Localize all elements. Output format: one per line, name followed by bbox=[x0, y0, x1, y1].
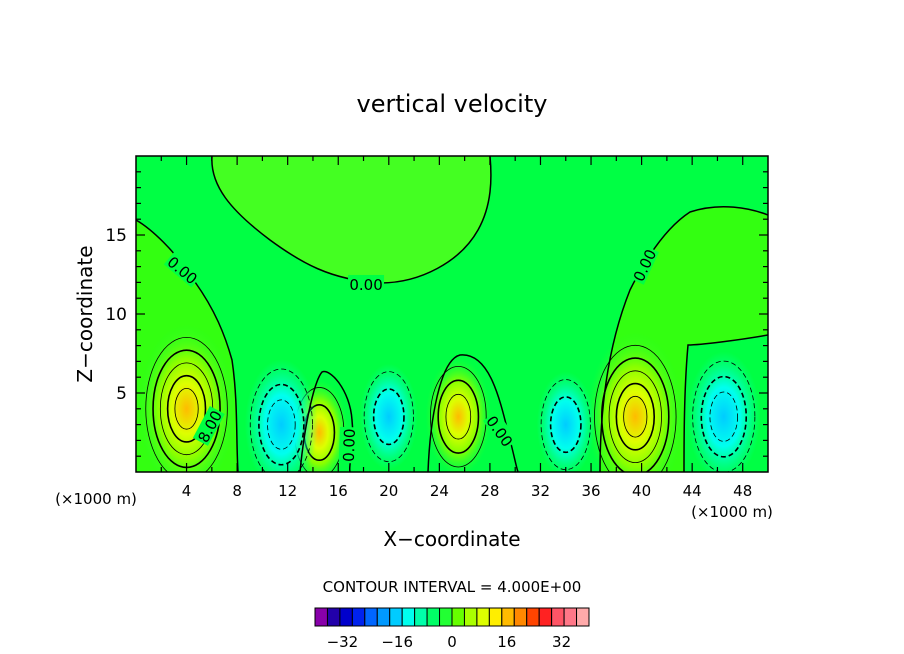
colorbar-swatch bbox=[439, 607, 453, 627]
colorbar-swatch bbox=[451, 607, 465, 627]
velocity-cell-3 bbox=[587, 332, 684, 472]
x-tick-label: 16 bbox=[329, 482, 348, 500]
svg-text:0.00: 0.00 bbox=[349, 276, 382, 294]
plot-area bbox=[136, 156, 768, 472]
x-tick-label: 40 bbox=[632, 482, 651, 500]
velocity-cell-4 bbox=[244, 359, 318, 472]
colorbar-swatch bbox=[314, 607, 328, 627]
contour-ring bbox=[249, 368, 313, 472]
x-tick-label: 48 bbox=[733, 482, 752, 500]
colorbar-tick-label: 32 bbox=[552, 633, 571, 651]
contour-ring bbox=[145, 337, 228, 472]
colorbar-swatch bbox=[513, 607, 528, 627]
contour-ring bbox=[709, 391, 738, 442]
svg-text:0.00: 0.00 bbox=[340, 428, 359, 462]
contour-ring bbox=[174, 387, 199, 430]
contour-ring bbox=[258, 383, 305, 466]
velocity-cell-7 bbox=[687, 351, 761, 472]
colorbar bbox=[314, 607, 590, 627]
x-tick-label: 24 bbox=[430, 482, 449, 500]
colorbar-swatch bbox=[463, 607, 478, 627]
zero-contour-line-mid-b bbox=[427, 354, 519, 472]
colorbar-tick-labels: −32 −16 0 16 32 bbox=[327, 633, 572, 651]
colorbar-swatch bbox=[376, 607, 391, 627]
x-tick-label: 8 bbox=[232, 482, 242, 500]
y-tick-label: 5 bbox=[116, 384, 127, 404]
contour-ring bbox=[549, 396, 582, 454]
colorbar-tick-label: −16 bbox=[381, 633, 413, 651]
zero-contour-line-right-low bbox=[683, 334, 768, 472]
zero-contour-top bbox=[211, 156, 491, 283]
x-tick-label: 36 bbox=[581, 482, 600, 500]
velocity-cell-6 bbox=[536, 371, 595, 472]
colorbar-swatch bbox=[351, 607, 366, 627]
y-tick-label: 15 bbox=[105, 226, 127, 246]
velocity-cell-5 bbox=[359, 363, 418, 470]
contour-ring bbox=[363, 371, 414, 463]
colorbar-swatch bbox=[414, 607, 428, 627]
velocity-cell-2 bbox=[425, 357, 492, 472]
colorbar-tick-label: 0 bbox=[447, 633, 457, 651]
zero-contour-line-left bbox=[136, 219, 239, 472]
colorbar-swatch bbox=[389, 607, 403, 627]
contour-ring bbox=[615, 382, 656, 451]
colorbar-swatch bbox=[339, 607, 353, 627]
x-axis-unit-right: (×1000 m) bbox=[691, 503, 773, 521]
x-tick-label: 28 bbox=[480, 482, 499, 500]
colorbar-swatch bbox=[326, 607, 341, 627]
y-axis-label: Z−coordinate bbox=[73, 245, 97, 382]
contour-interval-caption: CONTOUR INTERVAL = 4.000E+00 bbox=[323, 578, 582, 596]
contour-ring bbox=[437, 379, 480, 454]
contour-value-label: 0.00 bbox=[348, 274, 385, 294]
contour-ring bbox=[166, 374, 207, 443]
contour-ring bbox=[445, 393, 472, 440]
contour-value-label: 0.00 bbox=[338, 426, 359, 464]
contour-ring bbox=[372, 388, 405, 446]
colorbar-swatch bbox=[426, 607, 441, 627]
colorbar-swatch bbox=[501, 607, 515, 627]
colorbar-swatch bbox=[576, 607, 590, 627]
contour-ring bbox=[430, 365, 487, 468]
contour-ring bbox=[692, 360, 756, 472]
colorbar-tick-label: 16 bbox=[497, 633, 516, 651]
contour-ring bbox=[608, 370, 662, 464]
x-tick-label: 4 bbox=[182, 482, 192, 500]
contour-ring bbox=[594, 344, 677, 472]
y-tick-labels: 5 10 15 bbox=[105, 226, 127, 404]
x-tick-label: 44 bbox=[683, 482, 702, 500]
x-axis-label: X−coordinate bbox=[383, 527, 520, 551]
x-axis-unit-left: (×1000 m) bbox=[55, 490, 137, 508]
colorbar-swatch bbox=[488, 607, 503, 627]
axis-ticks bbox=[136, 156, 768, 472]
y-tick-label: 10 bbox=[105, 305, 127, 325]
colorbar-swatch bbox=[401, 607, 416, 627]
contour-ring bbox=[700, 375, 748, 458]
contour-ring bbox=[623, 395, 648, 438]
colorbar-tick-label: −32 bbox=[327, 633, 359, 651]
x-tick-labels: 4 8 12 16 20 24 28 32 36 40 44 48 bbox=[182, 482, 752, 500]
colorbar-swatch bbox=[364, 607, 378, 627]
x-tick-label: 12 bbox=[278, 482, 297, 500]
x-tick-label: 32 bbox=[531, 482, 550, 500]
colorbar-swatch bbox=[551, 607, 565, 627]
x-tick-label: 20 bbox=[379, 482, 398, 500]
colorbar-swatch bbox=[563, 607, 578, 627]
contour-ring bbox=[540, 379, 591, 471]
contour-ring bbox=[267, 399, 296, 450]
colorbar-swatch bbox=[476, 607, 490, 627]
colorbar-swatch bbox=[526, 607, 540, 627]
colorbar-swatch bbox=[538, 607, 553, 627]
chart-title: vertical velocity bbox=[357, 90, 548, 118]
